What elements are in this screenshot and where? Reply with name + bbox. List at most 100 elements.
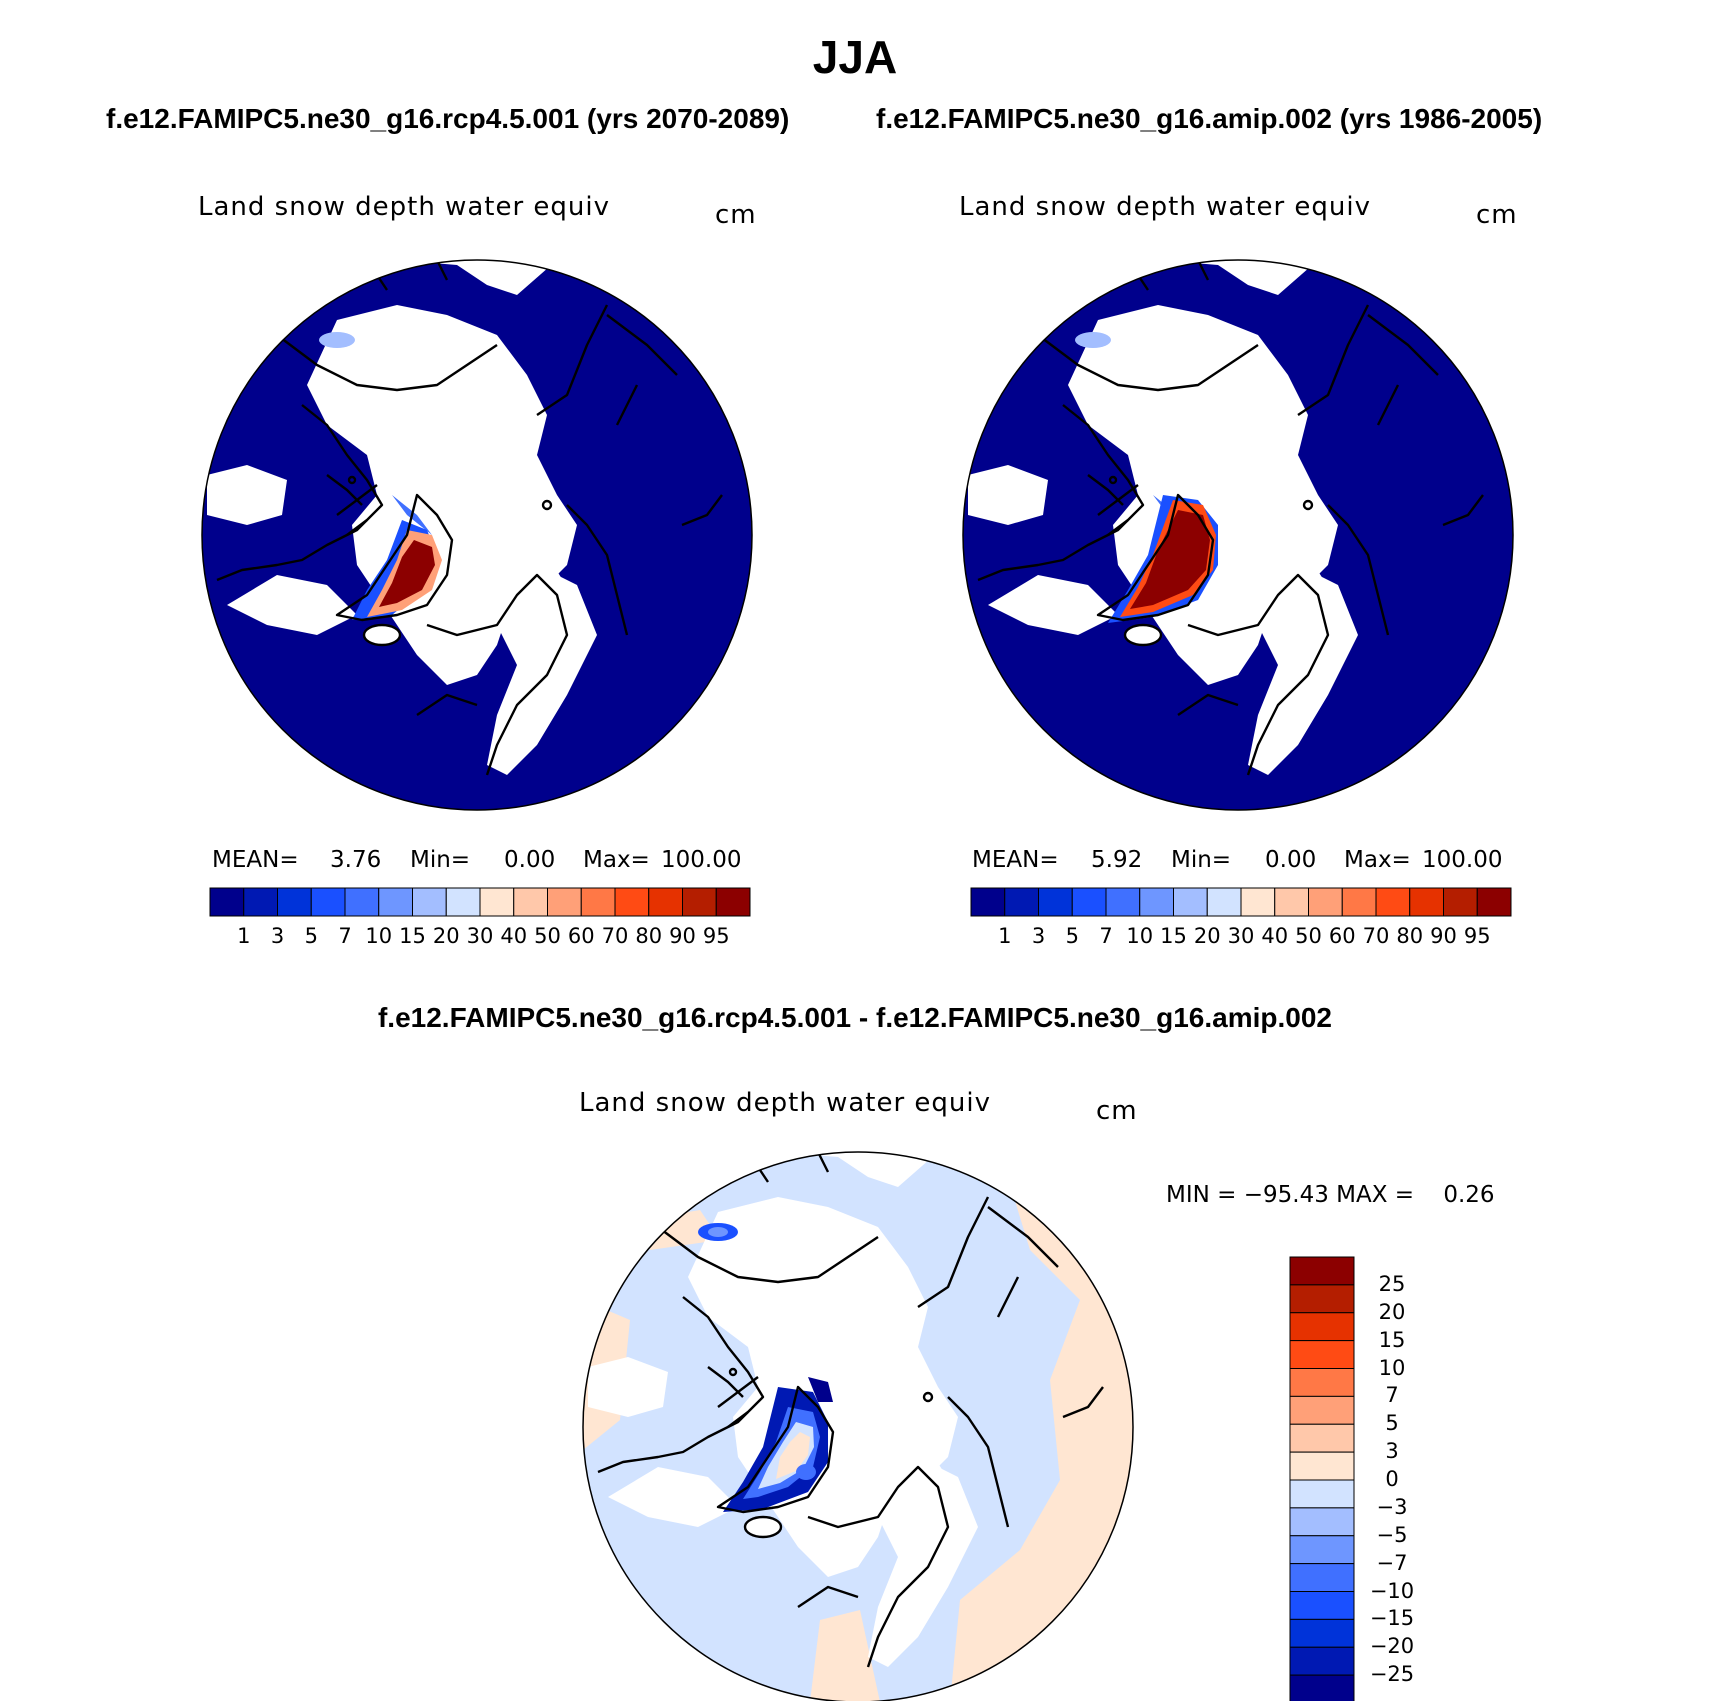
colorbar-right <box>970 887 1512 917</box>
colorbar-tick-label: 20 <box>1193 924 1221 948</box>
colorbar-tick-label: 25 <box>1378 1271 1406 1296</box>
colorbar-box <box>1289 1646 1355 1676</box>
colorbar-tick-label: −5 <box>1376 1522 1408 1547</box>
colorbar-tick-label: 90 <box>1430 924 1457 948</box>
colorbar-tick-label: −7 <box>1376 1550 1408 1575</box>
colorbar-box <box>580 887 616 917</box>
colorbar-tick-label: 80 <box>1396 924 1424 948</box>
stats-max-label-right: Max= <box>1344 847 1411 873</box>
stats-min-left: 0.00 <box>504 847 556 873</box>
colorbar-box <box>412 887 447 917</box>
colorbar-tick-label: 50 <box>534 924 561 948</box>
colorbar-box <box>243 887 278 917</box>
colorbar-tick-label: 10 <box>365 924 393 948</box>
colorbar-tick-label: −20 <box>1369 1634 1415 1659</box>
map-left <box>201 259 753 811</box>
colorbar-box <box>1173 887 1208 917</box>
colorbar-tick-label: −15 <box>1369 1606 1415 1631</box>
colorbar-box <box>614 887 650 917</box>
variable-label-right: Land snow depth water equiv <box>959 192 1371 222</box>
stats-max-label-left: Max= <box>583 847 650 873</box>
colorbar-diff <box>1289 1256 1355 1701</box>
colorbar-box <box>1289 1451 1355 1481</box>
colorbar-tick-label: 40 <box>500 924 528 948</box>
colorbar-tick-label: 20 <box>1378 1299 1406 1324</box>
colorbar-box <box>1289 1535 1355 1565</box>
colorbar-tick-label: 20 <box>432 924 460 948</box>
colorbar-box <box>1289 1312 1355 1342</box>
colorbar-tick-label: 30 <box>1227 924 1255 948</box>
colorbar-tick-label: 60 <box>1328 924 1356 948</box>
colorbar-box <box>1289 1507 1355 1537</box>
diff-minmax: MIN = −95.43 MAX = 0.26 <box>1166 1182 1495 1208</box>
colorbar-tick-label: 3 <box>1385 1439 1399 1464</box>
colorbar-tick-label: 80 <box>635 924 663 948</box>
colorbar-tick-label: 7 <box>338 924 352 948</box>
variable-label-diff: Land snow depth water equiv <box>579 1088 991 1118</box>
colorbar-box <box>1289 1563 1355 1592</box>
stats-min-label-right: Min= <box>1171 847 1232 873</box>
colorbar-box <box>310 887 346 917</box>
colorbar-tick-label: 10 <box>1378 1355 1406 1380</box>
colorbar-box <box>1289 1591 1355 1620</box>
stats-max-left: 100.00 <box>661 847 742 873</box>
colorbar-box <box>547 887 582 917</box>
colorbar-tick-label: −25 <box>1369 1662 1415 1687</box>
stats-mean-right: 5.92 <box>1091 847 1143 873</box>
colorbar-box <box>1289 1618 1355 1648</box>
colorbar-box <box>344 887 380 917</box>
colorbar-tick-label: 5 <box>1385 1411 1399 1436</box>
colorbar-box <box>1038 887 1073 917</box>
stats-min-right: 0.00 <box>1265 847 1317 873</box>
colorbar-box <box>1341 887 1377 917</box>
colorbar-box <box>1476 887 1512 917</box>
colorbar-tick-label: 95 <box>702 924 730 948</box>
colorbar-box <box>1071 887 1107 917</box>
colorbar-box <box>1289 1340 1355 1369</box>
colorbar-tick-label: 5 <box>304 924 318 948</box>
colorbar-box <box>1409 887 1444 917</box>
colorbar-tick-label: 70 <box>1362 924 1390 948</box>
stats-max-right: 100.00 <box>1422 847 1503 873</box>
colorbar-tick-label: 7 <box>1385 1383 1399 1408</box>
map-right <box>962 259 1514 811</box>
colorbar-tick-label: 10 <box>1126 924 1154 948</box>
colorbar-box <box>277 887 312 917</box>
figure-title: JJA <box>812 31 898 83</box>
colorbar-tick-label: 5 <box>1065 924 1079 948</box>
colorbar-tick-label: 7 <box>1099 924 1113 948</box>
colorbar-box <box>1105 887 1141 917</box>
units-label-left: cm <box>715 200 757 230</box>
colorbar-box <box>1443 887 1478 917</box>
colorbar-box <box>970 887 1006 917</box>
colorbar-box <box>715 887 751 917</box>
colorbar-box <box>648 887 683 917</box>
colorbar-box <box>479 887 515 917</box>
colorbar-tick-label: 90 <box>669 924 696 948</box>
difference-title: f.e12.FAMIPC5.ne30_g16.rcp4.5.001 - f.e1… <box>377 1002 1333 1033</box>
colorbar-box <box>1289 1256 1355 1286</box>
colorbar-box <box>445 887 481 917</box>
map-diff <box>582 1151 1134 1701</box>
stats-mean-label-left: MEAN= <box>212 847 299 873</box>
colorbar-tick-label: 1 <box>237 924 251 948</box>
colorbar-box <box>1375 887 1411 917</box>
units-label-diff: cm <box>1096 1096 1138 1126</box>
colorbar-tick-label: 15 <box>1160 924 1187 948</box>
colorbar-box <box>1289 1368 1355 1397</box>
colorbar-left <box>209 887 751 917</box>
colorbar-tick-label: 50 <box>1295 924 1322 948</box>
colorbar-box <box>1206 887 1242 917</box>
colorbar-tick-label: 70 <box>601 924 629 948</box>
colorbar-tick-label: 15 <box>399 924 426 948</box>
colorbar-box <box>1289 1674 1355 1701</box>
colorbar-box <box>378 887 413 917</box>
colorbar-tick-label: −3 <box>1376 1494 1408 1519</box>
stats-min-label-left: Min= <box>410 847 471 873</box>
colorbar-tick-label: 3 <box>1031 924 1046 948</box>
colorbar-box <box>1289 1423 1355 1453</box>
case-title-left: f.e12.FAMIPC5.ne30_g16.rcp4.5.001 (yrs 2… <box>106 103 790 134</box>
colorbar-box <box>1274 887 1309 917</box>
colorbar-box <box>1004 887 1039 917</box>
